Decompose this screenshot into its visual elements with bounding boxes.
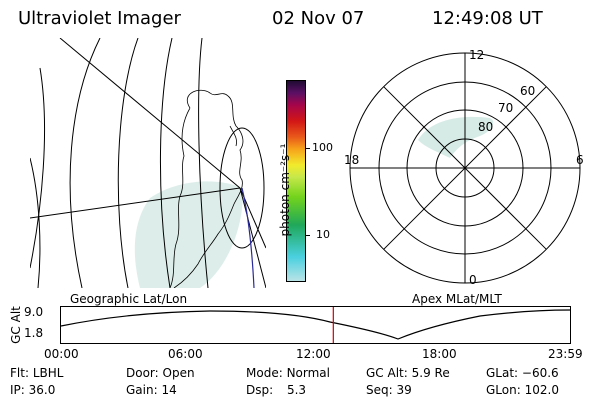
lat-label-70: 70 (498, 101, 513, 115)
observation-time: 12:49:08 UT (432, 8, 543, 29)
mlt-label-18: 18 (344, 153, 359, 167)
timeline-ytick: 1.8 (24, 326, 44, 340)
latitude-line (69, 38, 101, 288)
status-ip: IP: 36.0 (10, 383, 56, 397)
status-gc-alt: GC Alt: 5.9 Re (366, 366, 450, 380)
latitude-line (117, 38, 139, 288)
orbit-track (241, 187, 255, 288)
aurora-emission (134, 181, 243, 288)
status-gain: Gain: 14 (126, 383, 177, 397)
mlt-label-0: 0 (469, 273, 477, 286)
status-glat: GLat: −60.6 (486, 366, 559, 380)
lat-label-60: 60 (520, 84, 535, 98)
altitude-curve (60, 309, 571, 340)
polar-plot: 80 70 60 12 18 6 0 (344, 48, 584, 286)
intensity-colorbar (286, 80, 306, 282)
timeline-xtick: 12:00 (296, 347, 331, 361)
altitude-timeline (60, 306, 571, 344)
colorbar-tick (305, 148, 310, 149)
instrument-title: Ultraviolet Imager (18, 8, 181, 29)
status-mode: Mode: Normal (246, 366, 330, 380)
aurora-emission (418, 116, 494, 158)
mlt-label-12: 12 (469, 48, 484, 62)
colorbar-tick-label: 100 (312, 141, 333, 154)
polar-plot-caption: Apex MLat/MLT (412, 292, 502, 306)
status-dsp: Dsp: 5.3 (246, 383, 307, 397)
left-map-caption: Geographic Lat/Lon (70, 292, 188, 306)
latitude-line (159, 38, 173, 288)
timeline-xtick: 06:00 (168, 347, 203, 361)
latitude-line (30, 157, 41, 288)
meridian-line (30, 187, 241, 219)
status-filter: Flt: LBHL (10, 366, 64, 380)
latitude-line (30, 67, 46, 269)
colorbar-tick-label: 10 (316, 228, 330, 241)
coastline (169, 89, 244, 288)
timeline-ylabel: GC Alt (9, 306, 23, 344)
mlt-diagonal (383, 86, 547, 250)
status-seq: Seq: 39 (366, 383, 412, 397)
timeline-xtick: 00:00 (44, 347, 79, 361)
timeline-xtick: 18:00 (422, 347, 457, 361)
mlt-label-6: 6 (576, 153, 584, 167)
meridian-line (59, 38, 241, 189)
timeline-xtick: 23:59 (548, 347, 583, 361)
colorbar-tick (305, 235, 310, 236)
meridian-line (239, 187, 266, 288)
geographic-map (30, 38, 266, 288)
colorbar-unit-label: photon cm⁻²s⁻¹ (278, 143, 292, 237)
status-door: Door: Open (126, 366, 195, 380)
latitude-line (198, 38, 209, 288)
lat-label-80: 80 (478, 120, 493, 134)
timeline-ytick: 9.0 (24, 305, 44, 319)
status-glon: GLon: 102.0 (486, 383, 559, 397)
terminator-loop (219, 127, 265, 249)
observation-date: 02 Nov 07 (272, 8, 365, 29)
